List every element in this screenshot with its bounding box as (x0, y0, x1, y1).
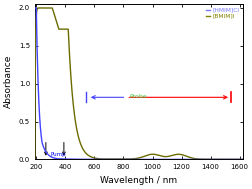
Y-axis label: Absorbance: Absorbance (4, 55, 13, 108)
X-axis label: Wavelength / nm: Wavelength / nm (100, 176, 177, 185)
Text: Probe: Probe (129, 94, 146, 99)
Text: Pump: Pump (50, 152, 66, 157)
Legend: [HMIM]Cl, [BMIM]I: [HMIM]Cl, [BMIM]I (204, 7, 239, 19)
